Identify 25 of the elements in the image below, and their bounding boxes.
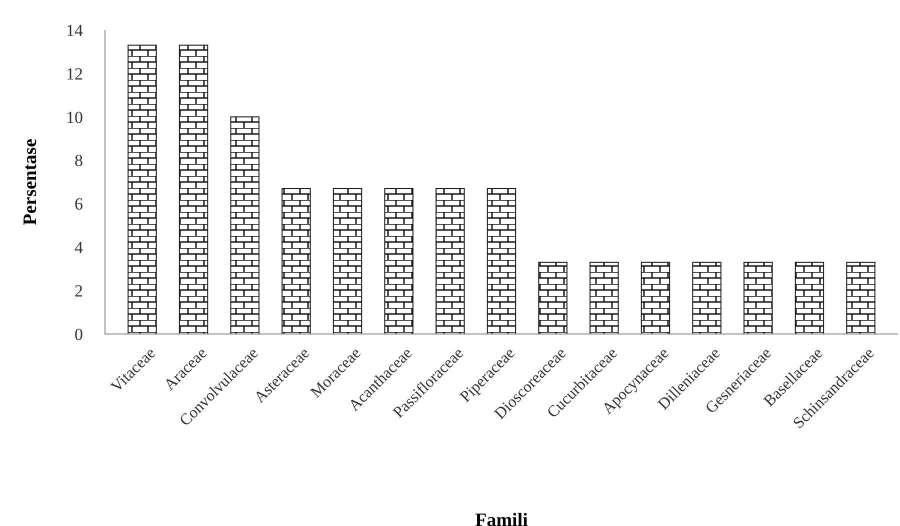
bar	[436, 188, 465, 334]
y-axis-title: Persentase	[20, 138, 41, 226]
y-tick-label: 4	[74, 238, 84, 258]
bar	[282, 188, 311, 334]
x-axis-title: Famili	[475, 510, 528, 526]
bar	[640, 262, 670, 334]
bar	[178, 44, 208, 334]
bar	[692, 262, 722, 334]
bar	[486, 188, 516, 334]
bar	[384, 188, 414, 334]
y-tick-label: 8	[74, 151, 83, 170]
bar	[128, 44, 157, 334]
y-tick-label: 2	[74, 282, 83, 301]
bar	[230, 116, 260, 334]
bar	[744, 262, 773, 334]
y-tick-label: 6	[74, 194, 83, 214]
bar	[538, 262, 568, 334]
y-tick-label: 0	[74, 324, 83, 344]
y-tick-label: 10	[66, 108, 83, 127]
y-tick-label: 12	[66, 64, 83, 84]
bar	[794, 262, 824, 334]
bar	[332, 188, 362, 334]
y-tick-label: 14	[66, 20, 84, 40]
bar	[846, 262, 876, 334]
bar	[590, 262, 619, 334]
